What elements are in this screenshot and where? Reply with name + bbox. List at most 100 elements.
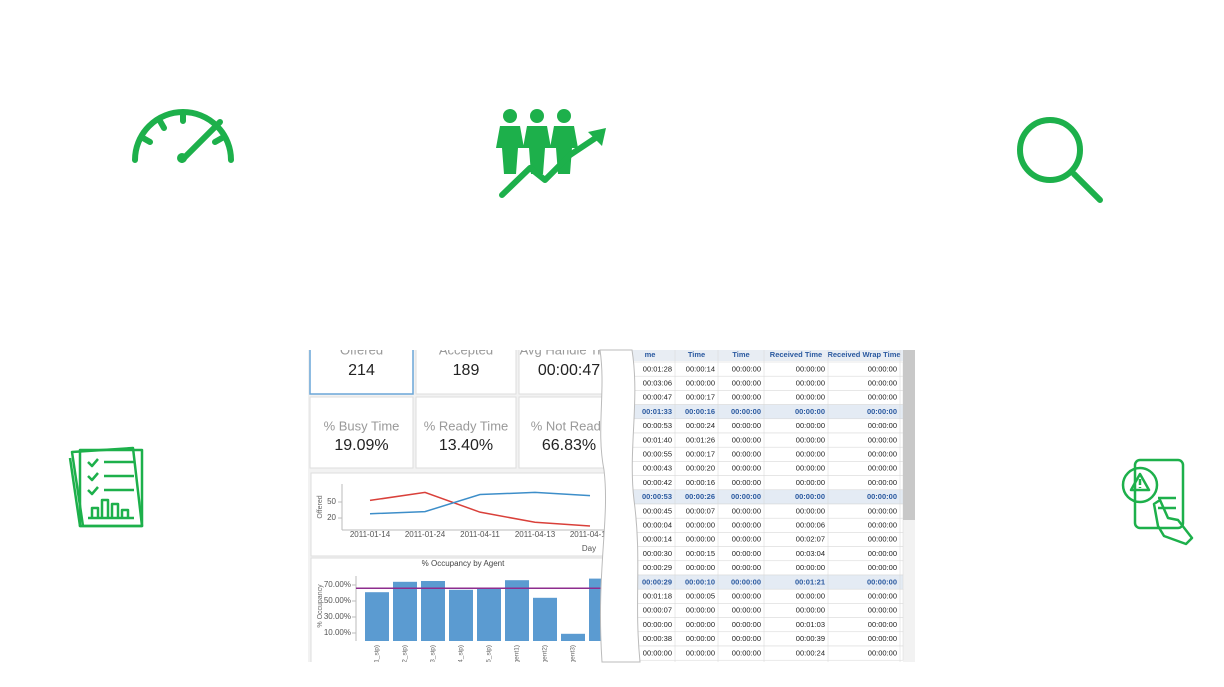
table-cell: 00:00:29 [643, 563, 672, 572]
table-cell: 00:00:00 [868, 606, 897, 615]
table-cell: 00:00:55 [643, 449, 672, 458]
table-cell: 00:00:53 [643, 421, 672, 430]
table-cell: 00:00:00 [868, 449, 897, 458]
table-cell: 00:00:47 [643, 393, 672, 402]
table-cell: 00:00:00 [868, 549, 897, 558]
table-cell: 00:00:07 [643, 606, 672, 615]
scrollbar [903, 350, 915, 520]
table-cell: 00:00:00 [686, 620, 715, 629]
table-cell: 00:00:00 [868, 378, 897, 387]
table-cell: 00:00:00 [643, 620, 672, 629]
table-cell: 00:00:00 [868, 464, 897, 473]
table-cell: 00:00:38 [643, 634, 672, 643]
table-cell: 00:00:00 [868, 620, 897, 629]
kpi-card [415, 396, 517, 469]
table-cell: 00:00:00 [868, 506, 897, 515]
table-cell: 00:00:39 [796, 634, 825, 643]
table-cell: 00:01:40 [643, 435, 672, 444]
table-cell: 00:00:07 [686, 506, 715, 515]
table-cell: 00:00:00 [868, 421, 897, 430]
bar [365, 592, 389, 641]
table-cell: 00:00:00 [732, 549, 761, 558]
table-cell: 00:01:03 [796, 620, 825, 629]
table-cell: 00:00:00 [868, 520, 897, 529]
kpi-label: % Not Ready [531, 418, 608, 433]
kpi-card [309, 396, 414, 469]
table-cell: 00:00:00 [732, 393, 761, 402]
table-cell: 00:00:00 [686, 563, 715, 572]
report-icon [68, 446, 144, 528]
table-cell: 00:00:00 [796, 449, 825, 458]
x-tick-label: 2011-04-13 [515, 530, 556, 539]
table-cell: 00:00:00 [796, 591, 825, 600]
table-cell: 00:00:15 [686, 549, 715, 558]
table-cell: 00:00:00 [732, 435, 761, 444]
y-tick-label: 70.00% [324, 580, 351, 589]
table-panel: me Time Time Received Time Received Wrap Tim… [630, 350, 904, 662]
table-cell: 00:00:00 [796, 464, 825, 473]
table-cell: 00:00:30 [643, 549, 672, 558]
column-header: Received Time [770, 350, 822, 359]
table-cell: 00:00:10 [685, 577, 715, 586]
table-cell: 00:00:00 [732, 421, 761, 430]
y-tick-label: 30.00% [324, 612, 351, 621]
table-cell: 00:00:00 [796, 478, 825, 487]
bar [449, 589, 473, 641]
x-tick-label: 4_sip (4_sip) [458, 645, 465, 682]
table-cell: 00:00:00 [732, 634, 761, 643]
x-tick-label: 3_sip (3_sip) [430, 645, 437, 682]
kpi-card [415, 350, 517, 395]
table-cell: 00:00:00 [732, 506, 761, 515]
kpi-label: Accepted [439, 342, 493, 357]
table-cell: 00:00:00 [868, 535, 897, 544]
table-cell: 00:00:16 [685, 407, 715, 416]
table-cell: 00:03:06 [643, 378, 672, 387]
table-cell: 00:00:00 [732, 648, 761, 657]
table-cell: 00:00:00 [868, 478, 897, 487]
table-cell: 00:00:00 [731, 492, 761, 501]
bar [561, 633, 585, 641]
bar [477, 588, 501, 641]
kpi-card [518, 396, 614, 469]
table-cell: 00:00:00 [796, 606, 825, 615]
kpi-label: Offered [340, 342, 383, 357]
kpi-value: 66.83% [542, 437, 596, 454]
x-tick-label: agent1 (agent1) [514, 645, 521, 687]
bar [533, 597, 557, 641]
table-cell: 00:02:07 [796, 535, 825, 544]
table-cell: 00:00:00 [643, 648, 672, 657]
table-cell: 00:00:24 [686, 421, 715, 430]
team-growth-icon [496, 109, 606, 198]
x-tick-label: 2011-01-14 [350, 530, 391, 539]
table-cell: 00:00:00 [796, 393, 825, 402]
table-cell: 00:00:00 [732, 563, 761, 572]
x-tick-label: 2011-01-24 [405, 530, 446, 539]
x-tick-label: agent3 (agent3) [570, 645, 577, 687]
table-cell: 00:00:00 [868, 648, 897, 657]
table-cell: 00:00:00 [732, 520, 761, 529]
table-cell: 00:00:00 [731, 407, 761, 416]
table-cell: 00:00:42 [643, 478, 672, 487]
table-cell: 00:00:00 [795, 492, 825, 501]
table-cell: 00:00:00 [867, 577, 897, 586]
table-cell: 00:00:00 [732, 620, 761, 629]
table-cell: 00:00:14 [643, 535, 672, 544]
y-tick-label: 50.00% [324, 596, 351, 605]
table-cell: 00:00:00 [868, 634, 897, 643]
table-cell: 00:00:00 [867, 407, 897, 416]
table-cell: 00:01:33 [642, 407, 672, 416]
table-cell: 00:00:00 [732, 364, 761, 373]
kpi-label: % Busy Time [324, 418, 400, 433]
column-header: Time [732, 350, 749, 359]
x-tick-label: 2_sip (2_sip) [402, 645, 409, 682]
table-cell: 00:00:29 [642, 577, 672, 586]
column-header: Received Wrap Time [827, 350, 900, 359]
table-cell: 00:00:00 [686, 606, 715, 615]
table-cell: 00:00:16 [686, 478, 715, 487]
table-cell: 00:00:00 [868, 435, 897, 444]
table-cell: 00:00:00 [686, 648, 715, 657]
table-cell: 00:00:43 [643, 464, 672, 473]
table-cell: 00:00:24 [796, 648, 825, 657]
